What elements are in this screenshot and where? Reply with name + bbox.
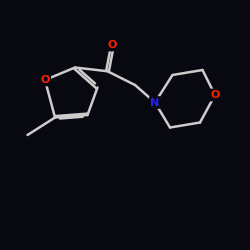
- Text: O: O: [40, 75, 50, 85]
- Text: O: O: [210, 90, 220, 100]
- Text: O: O: [108, 40, 117, 50]
- Text: N: N: [150, 98, 160, 108]
